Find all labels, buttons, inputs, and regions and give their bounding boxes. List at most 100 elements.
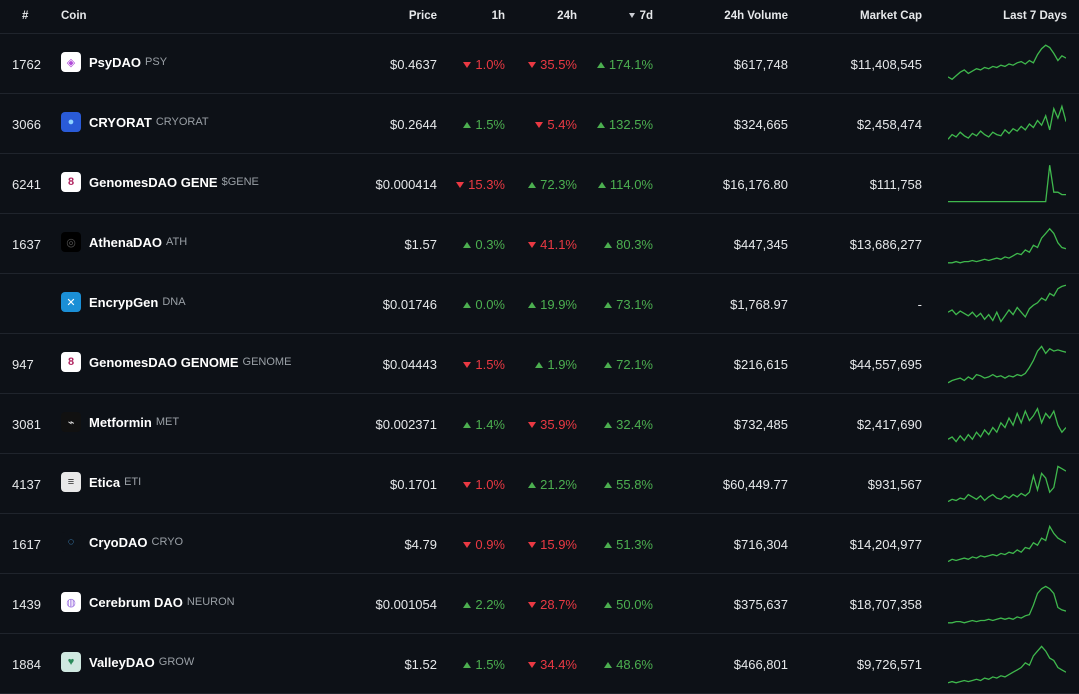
sparkline-svg	[948, 345, 1066, 384]
change-d7: 72.1%	[604, 357, 653, 372]
sparkline-svg	[948, 284, 1066, 323]
market-cap: $2,417,690	[856, 417, 922, 432]
change-d7: 80.3%	[604, 237, 653, 252]
coin-link[interactable]: 8 GenomesDAO GENOME GENOME	[61, 352, 291, 372]
change-h24-value: 72.3%	[540, 177, 577, 192]
caret-up-icon	[596, 122, 605, 128]
change-d7-value: 55.8%	[616, 477, 653, 492]
coin-name: GenomesDAO GENE	[89, 174, 218, 190]
sparkline-svg	[948, 165, 1066, 203]
header-24h[interactable]: 24h	[557, 10, 577, 22]
sort-desc-icon	[628, 13, 635, 18]
change-h24: 21.2%	[528, 477, 577, 492]
coin-link[interactable]: ◈ PsyDAO PSY	[61, 52, 167, 72]
volume-24h: $375,637	[733, 597, 788, 612]
coin-link[interactable]: ✕ EncrypGen DNA	[61, 292, 186, 312]
table-row[interactable]: 1439 ◍ Cerebrum DAO NEURON $0.001054 2.2% 28.7…	[0, 574, 1079, 634]
price: $1.52	[404, 657, 437, 672]
market-cap: $931,567	[867, 477, 922, 492]
coin-link[interactable]: ● CRYORAT CRYORAT	[61, 112, 209, 132]
caret-up-icon	[604, 302, 613, 308]
change-d7-value: 72.1%	[616, 357, 653, 372]
rank: 1762	[12, 57, 41, 72]
caret-up-icon	[604, 242, 613, 248]
caret-down-icon	[463, 482, 472, 488]
change-h1-value: 1.5%	[475, 117, 505, 132]
coin-name: AthenaDAO	[89, 234, 162, 250]
coin-link[interactable]: ◌ CryoDAO CRYO	[61, 532, 183, 552]
caret-up-icon	[463, 602, 472, 608]
coin-link[interactable]: ≡ Etica ETI	[61, 472, 141, 492]
table-row[interactable]: 4137 ≡ Etica ETI $0.1701 1.0% 21.2% 55.8% $60,44…	[0, 454, 1079, 514]
caret-down-icon	[528, 422, 537, 428]
change-d7: 51.3%	[604, 537, 653, 552]
change-h1: 1.5%	[463, 117, 505, 132]
sparkline-7d	[948, 640, 1066, 688]
table-row[interactable]: 6241 8 GenomesDAO GENE $GENE $0.000414 15.3% 7…	[0, 154, 1079, 214]
table-row[interactable]: 1762 ◈ PsyDAO PSY $0.4637 1.0% 35.5% 174.1% $617…	[0, 34, 1079, 94]
sparkline-line	[948, 104, 1066, 140]
genomesdao-logo: 8	[61, 172, 81, 192]
change-d7: 32.4%	[604, 417, 653, 432]
caret-up-icon	[604, 662, 613, 668]
coin-symbol: ETI	[124, 476, 142, 488]
caret-up-icon	[604, 602, 613, 608]
change-d7-value: 32.4%	[616, 417, 653, 432]
caret-up-icon	[463, 302, 472, 308]
rank: 1884	[12, 657, 41, 672]
header-coin[interactable]: Coin	[61, 10, 87, 22]
table-row[interactable]: 947 8 GenomesDAO GENOME GENOME $0.04443 1.5% 1…	[0, 334, 1079, 394]
rank: 3081	[12, 417, 41, 432]
sparkline-line	[948, 524, 1066, 563]
table-row[interactable]: 1884 ♥ ValleyDAO GROW $1.52 1.5% 34.4% 48.6% $46…	[0, 634, 1079, 694]
header-7d[interactable]: 7d	[628, 10, 653, 22]
table-row[interactable]: 3066 ● CRYORAT CRYORAT $0.2644 1.5% 5.4% 132.5%…	[0, 94, 1079, 154]
coin-link[interactable]: ◎ AthenaDAO ATH	[61, 232, 187, 252]
change-h1: 2.2%	[463, 597, 505, 612]
coin-link[interactable]: ♥ ValleyDAO GROW	[61, 652, 194, 672]
coin-link[interactable]: ◍ Cerebrum DAO NEURON	[61, 592, 235, 612]
change-h1: 15.3%	[456, 177, 505, 192]
caret-up-icon	[604, 542, 613, 548]
sparkline-line	[948, 44, 1066, 81]
change-h1: 0.0%	[463, 297, 505, 312]
caret-up-icon	[463, 242, 472, 248]
rank: 1637	[12, 237, 41, 252]
market-cap: $13,686,277	[849, 237, 922, 252]
table-header: # Coin Price 1h 24h 7d 24h Volume Market…	[0, 0, 1079, 34]
genomesdao-genome-logo: 8	[61, 352, 81, 372]
header-1h[interactable]: 1h	[491, 10, 505, 22]
coin-link[interactable]: 8 GenomesDAO GENE $GENE	[61, 172, 259, 192]
price: $0.4637	[390, 57, 437, 72]
change-h24-value: 35.9%	[540, 417, 577, 432]
change-h1-value: 2.2%	[475, 597, 505, 612]
caret-up-icon	[604, 362, 613, 368]
coin-link[interactable]: ⌁ Metformin MET	[61, 412, 179, 432]
volume-24h: $216,615	[733, 357, 788, 372]
caret-up-icon	[604, 482, 613, 488]
market-cap: $14,204,977	[849, 537, 922, 552]
caret-up-icon	[463, 122, 472, 128]
table-row[interactable]: ✕ EncrypGen DNA $0.01746 0.0% 19.9% 73.1% $1,76…	[0, 274, 1079, 334]
change-d7-value: 48.6%	[616, 657, 653, 672]
table-row[interactable]: 1637 ◎ AthenaDAO ATH $1.57 0.3% 41.1% 80.3% $447…	[0, 214, 1079, 274]
valleydao-logo: ♥	[61, 652, 81, 672]
header-market-cap[interactable]: Market Cap	[860, 10, 922, 22]
encrypgen-logo: ✕	[61, 292, 81, 312]
header-volume[interactable]: 24h Volume	[724, 10, 788, 22]
coin-symbol: DNA	[162, 296, 186, 308]
change-h1-value: 1.0%	[475, 57, 505, 72]
header-price[interactable]: Price	[408, 10, 437, 22]
sparkline-line	[948, 645, 1066, 684]
change-h1: 0.3%	[463, 237, 505, 252]
cryodao-logo: ◌	[61, 532, 81, 552]
table-row[interactable]: 3081 ⌁ Metformin MET $0.002371 1.4% 35.9% 32.4%…	[0, 394, 1079, 454]
etica-logo: ≡	[61, 472, 81, 492]
caret-up-icon	[528, 182, 537, 188]
caret-down-icon	[528, 542, 537, 548]
header-rank[interactable]: #	[22, 10, 29, 22]
market-cap: $44,557,695	[849, 357, 922, 372]
table-row[interactable]: 1617 ◌ CryoDAO CRYO $4.79 0.9% 15.9% 51.3% $716,…	[0, 514, 1079, 574]
caret-down-icon	[463, 542, 472, 548]
caret-down-icon	[528, 242, 537, 248]
